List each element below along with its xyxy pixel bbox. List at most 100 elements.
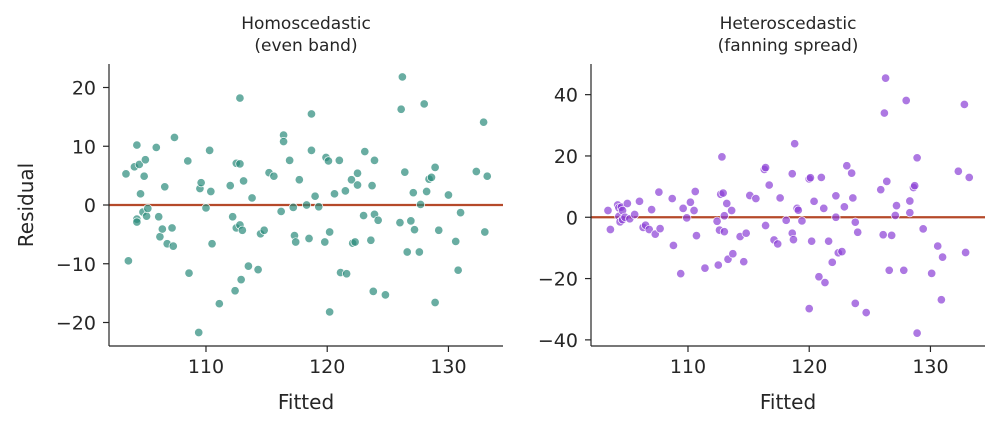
data-point [655, 224, 665, 234]
data-point [797, 216, 807, 226]
data-point [346, 175, 357, 185]
data-point [761, 163, 771, 173]
data-point [285, 155, 295, 165]
data-point [827, 257, 837, 267]
data-point [890, 210, 900, 220]
data-point [805, 173, 815, 183]
data-point [775, 193, 785, 203]
data-point [850, 217, 860, 227]
data-point [342, 269, 352, 279]
y-tick-label: −40 [538, 330, 578, 352]
data-point [891, 201, 902, 211]
data-point [205, 145, 215, 155]
data-point [142, 211, 152, 221]
x-tick-label: 120 [309, 356, 345, 378]
data-point [953, 166, 963, 176]
data-point [918, 224, 928, 234]
data-point [644, 224, 654, 235]
data-point [722, 198, 732, 209]
data-point [471, 166, 481, 177]
data-point [837, 247, 847, 257]
data-point [764, 180, 774, 190]
chart-title: Homoscedastic (even band) [241, 14, 371, 56]
data-point [603, 205, 613, 216]
data-point [414, 247, 424, 257]
data-point [294, 175, 304, 185]
chart-title-line: (fanning spread) [718, 36, 859, 56]
data-point [235, 93, 245, 103]
data-point [243, 261, 253, 271]
data-point [691, 231, 702, 241]
data-point [304, 233, 314, 244]
data-point [140, 155, 150, 165]
data-point [964, 172, 974, 182]
data-point [434, 225, 444, 235]
x-tick-label: 130 [430, 356, 466, 378]
data-point [804, 304, 814, 314]
y-tick-label: −10 [56, 254, 96, 276]
data-point [787, 169, 797, 179]
data-point [228, 212, 238, 222]
data-point [719, 227, 729, 237]
y-axis-label: Residual [14, 163, 38, 247]
data-point [781, 215, 791, 225]
data-point [959, 99, 969, 110]
data-point [912, 328, 922, 338]
data-point [816, 172, 826, 182]
data-point [647, 205, 657, 215]
data-point [814, 272, 824, 282]
data-point [790, 139, 800, 149]
data-point [689, 205, 699, 216]
data-point [194, 327, 204, 338]
data-point [352, 168, 363, 178]
data-point [453, 265, 463, 275]
y-tick-label: 20 [72, 78, 96, 100]
data-point [678, 203, 688, 213]
data-point [451, 236, 461, 246]
data-point [369, 155, 380, 165]
chart-title-line: Heteroscedastic [720, 14, 857, 34]
data-point [121, 169, 131, 179]
data-point [276, 206, 286, 217]
data-point [700, 263, 710, 273]
data-point [807, 236, 817, 246]
data-point [396, 104, 406, 114]
data-point [334, 155, 344, 165]
data-point [135, 189, 146, 199]
data-point [237, 225, 247, 235]
data-point [739, 257, 749, 267]
chart-title-line: Homoscedastic [241, 14, 371, 34]
data-point [184, 268, 194, 278]
data-point [879, 108, 889, 118]
data-point [605, 224, 615, 235]
data-point [713, 260, 723, 270]
data-point [123, 256, 133, 266]
data-point [397, 72, 407, 82]
data-point [359, 211, 369, 221]
data-point [302, 200, 312, 210]
data-point [685, 197, 695, 207]
data-point [761, 220, 771, 231]
data-point [236, 275, 246, 285]
data-point [933, 241, 943, 251]
x-tick-label: 120 [791, 356, 827, 378]
data-point [479, 117, 489, 127]
data-point [367, 181, 377, 191]
data-point [201, 203, 211, 213]
data-point [235, 159, 245, 169]
data-point [426, 172, 437, 182]
data-point [899, 265, 909, 275]
data-point [325, 227, 335, 237]
data-point [682, 213, 692, 223]
data-point [230, 286, 240, 296]
data-point [881, 73, 891, 83]
data-point [690, 186, 700, 197]
data-point [667, 194, 677, 204]
data-point [310, 191, 320, 201]
data-point [443, 190, 453, 200]
panel-homoscedastic: Homoscedastic (even band) 110 120 130 −20 −10 0… [14, 14, 503, 414]
x-tick-label: 130 [912, 356, 948, 378]
data-point [169, 132, 180, 142]
data-point [306, 109, 317, 119]
y-tick-label: 20 [554, 146, 578, 168]
